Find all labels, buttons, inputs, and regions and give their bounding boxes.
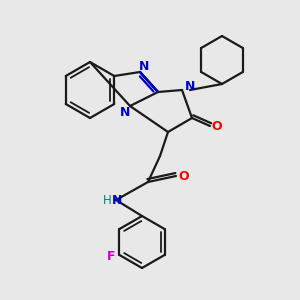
Text: N: N: [112, 194, 122, 206]
Text: H: H: [103, 194, 111, 206]
Text: O: O: [179, 169, 189, 182]
Text: N: N: [185, 80, 195, 92]
Text: F: F: [107, 250, 116, 263]
Text: O: O: [212, 119, 222, 133]
Text: N: N: [120, 106, 130, 118]
Text: N: N: [139, 59, 149, 73]
